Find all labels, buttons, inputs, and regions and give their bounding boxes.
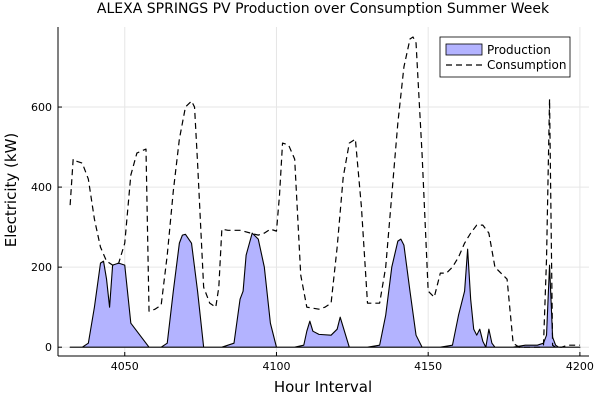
plot-area [69, 232, 581, 348]
x-tick-label: 4150 [414, 360, 442, 373]
production-area [69, 232, 581, 348]
y-ticks: 0 200 400 600 [31, 101, 62, 354]
y-axis-label: Electricity (kW) [2, 133, 20, 248]
y-tick-label: 200 [31, 261, 52, 274]
series-lines [69, 36, 580, 348]
y-tick-label: 600 [31, 101, 52, 114]
x-ticks: 4050 4100 4150 4200 [111, 352, 594, 373]
legend-production-swatch [445, 43, 483, 56]
x-tick-label: 4100 [262, 360, 290, 373]
y-tick-label: 400 [31, 181, 52, 194]
x-tick-label: 4050 [111, 360, 139, 373]
x-tick-label: 4200 [566, 360, 594, 373]
x-axis-label: Hour Interval [274, 378, 372, 396]
legend-production-label: Production [487, 43, 551, 57]
legend-consumption-label: Consumption [487, 58, 566, 72]
legend: Production Consumption [439, 36, 571, 78]
y-tick-label: 0 [45, 341, 52, 354]
consumption-line [69, 36, 580, 348]
chart-title: ALEXA SPRINGS PV Production over Consump… [97, 1, 550, 17]
